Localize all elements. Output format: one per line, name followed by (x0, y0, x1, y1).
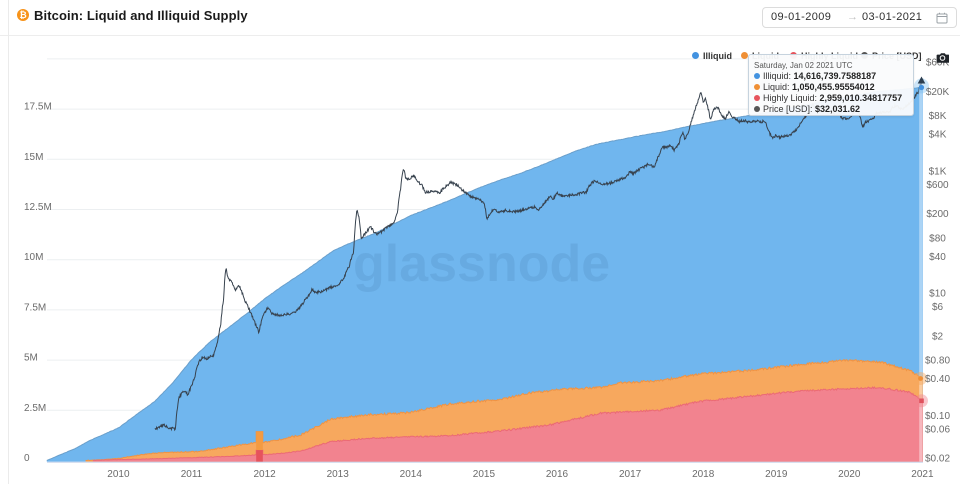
svg-text:$0.80: $0.80 (925, 356, 950, 367)
svg-text:$0.02: $0.02 (925, 454, 950, 465)
svg-text:$0.10: $0.10 (925, 411, 950, 422)
svg-text:$6: $6 (932, 302, 944, 313)
svg-text:0: 0 (24, 453, 30, 464)
svg-text:$200: $200 (926, 209, 949, 220)
svg-text:10M: 10M (24, 252, 43, 263)
svg-text:$4K: $4K (929, 130, 947, 141)
svg-text:2.5M: 2.5M (24, 403, 46, 414)
svg-text:17.5M: 17.5M (24, 102, 52, 113)
svg-text:2020: 2020 (838, 469, 861, 480)
svg-text:$80: $80 (929, 233, 946, 244)
svg-text:$40: $40 (929, 252, 946, 263)
svg-text:$600: $600 (926, 180, 949, 191)
svg-text:2010: 2010 (107, 469, 130, 480)
svg-text:12.5M: 12.5M (24, 202, 52, 213)
svg-text:7.5M: 7.5M (24, 302, 46, 313)
svg-text:$0.06: $0.06 (925, 425, 950, 436)
svg-text:$0.40: $0.40 (925, 374, 950, 385)
svg-text:$1K: $1K (929, 166, 947, 177)
svg-text:2011: 2011 (181, 469, 203, 480)
svg-text:2014: 2014 (400, 469, 423, 480)
svg-text:$2: $2 (932, 331, 944, 342)
svg-text:glassnode: glassnode (353, 235, 610, 293)
svg-text:2017: 2017 (619, 469, 642, 480)
svg-text:2018: 2018 (692, 469, 715, 480)
svg-text:$10: $10 (929, 289, 946, 300)
svg-text:2021: 2021 (911, 469, 934, 480)
svg-text:2015: 2015 (473, 469, 496, 480)
svg-text:5M: 5M (24, 353, 38, 364)
svg-text:2016: 2016 (546, 469, 569, 480)
svg-text:$20K: $20K (926, 87, 950, 98)
svg-text:2019: 2019 (765, 469, 788, 480)
svg-text:$60K: $60K (926, 58, 950, 69)
svg-text:15M: 15M (24, 152, 43, 163)
svg-text:$8K: $8K (929, 111, 947, 122)
svg-text:2012: 2012 (253, 469, 276, 480)
svg-text:2013: 2013 (327, 469, 350, 480)
